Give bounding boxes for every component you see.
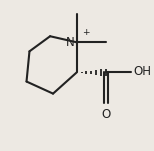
Text: +: + <box>82 28 89 37</box>
Text: OH: OH <box>133 65 151 78</box>
Text: O: O <box>101 108 111 121</box>
Text: N: N <box>66 36 74 49</box>
